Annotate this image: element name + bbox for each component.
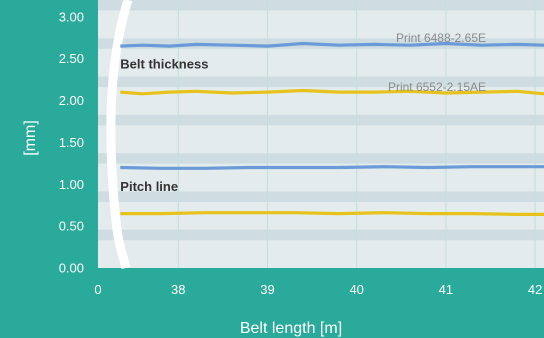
y-tick-label: 0.00 [59,261,84,276]
y-tick-label: 1.00 [59,177,84,192]
series-line-2 [120,165,544,170]
series-line-1 [120,88,544,96]
x-tick-label: 40 [349,282,363,297]
y-tick-label: 1.50 [59,135,84,150]
series-label-0: Print 6488-2.65E [396,31,486,45]
y-tick-label: 2.50 [59,51,84,66]
stripe [98,229,544,241]
y-tick-label: 0.50 [59,219,84,234]
x-axis-title: Belt length [m] [240,320,342,337]
x-tick-label: 42 [528,282,542,297]
x-tick-label: 38 [171,282,185,297]
stripe [98,191,544,202]
series-label-1: Print 6552-2.15AE [388,80,486,94]
y-tick-label: 2.00 [59,93,84,108]
series-line-3 [120,211,544,216]
stripe [98,114,544,126]
axis-break [106,0,133,270]
stripe [98,76,544,88]
stripe [98,153,544,164]
x-tick-label: 39 [260,282,274,297]
x-tick-label: 0 [94,282,101,297]
stripe [98,0,544,11]
y-axis-title: [mm] [22,120,39,156]
x-tick-label: 41 [439,282,453,297]
annotation-label: Pitch line [120,179,178,194]
annotation-label: Belt thickness [120,57,208,72]
y-tick-label: 3.00 [59,9,84,24]
series-line-0 [120,41,544,48]
